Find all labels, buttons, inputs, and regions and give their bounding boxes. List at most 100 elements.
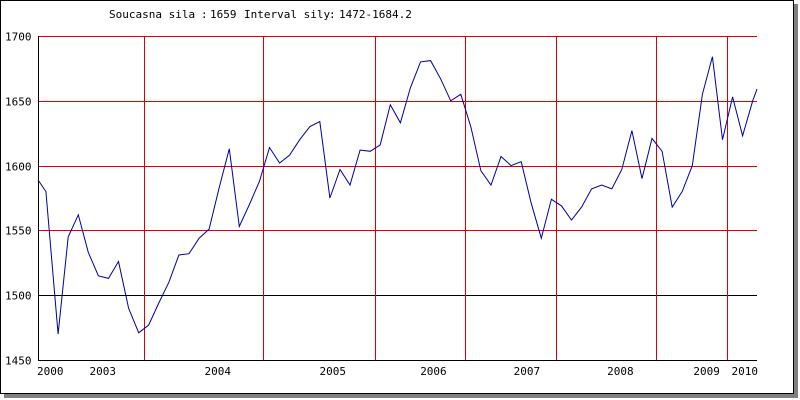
data-point (721, 138, 724, 141)
data-point (278, 162, 281, 165)
x-tick-label: 2010 (732, 365, 759, 378)
data-point (560, 204, 563, 207)
data-point (681, 190, 684, 193)
data-point (439, 77, 442, 80)
data-point (117, 260, 120, 263)
data-point (238, 225, 241, 228)
x-tick-label: 2005 (320, 365, 347, 378)
data-point (167, 281, 170, 284)
data-point (756, 88, 759, 91)
x-tick-label: 2003 (89, 365, 116, 378)
data-point (600, 184, 603, 187)
x-tick-label: 2008 (607, 365, 634, 378)
data-point (490, 184, 493, 187)
data-point (188, 252, 191, 255)
data-point (107, 277, 110, 280)
x-tick-label: 2000 (37, 365, 64, 378)
data-point (208, 228, 211, 231)
data-point (469, 125, 472, 128)
current-strength-value: 1659 (210, 8, 237, 21)
data-point (57, 333, 60, 336)
data-point (157, 302, 160, 305)
x-tick-label: 2009 (693, 365, 720, 378)
x-tick-label: 2004 (205, 365, 232, 378)
data-point (449, 99, 452, 102)
data-point (147, 324, 150, 327)
data-point (651, 137, 654, 140)
current-strength-label: Soucasna sila (109, 8, 195, 21)
data-point (671, 206, 674, 209)
data-point (127, 307, 130, 310)
data-point (288, 154, 291, 157)
data-point (87, 251, 90, 254)
data-point (570, 219, 573, 222)
y-tick-label: 1600 (5, 161, 32, 174)
data-point (479, 169, 482, 172)
data-point (137, 331, 140, 334)
data-point (500, 155, 503, 158)
data-point (741, 134, 744, 137)
data-point (97, 274, 100, 277)
data-point (177, 254, 180, 257)
data-point (590, 187, 593, 190)
data-point (258, 180, 261, 183)
data-point (429, 59, 432, 62)
data-point (419, 60, 422, 63)
data-point (389, 103, 392, 106)
data-point (540, 237, 543, 240)
data-point (399, 121, 402, 124)
tick-labels: 1450 1500 1550 1600 1650 1700 2000 2003 2004 2005… (5, 31, 758, 379)
data-point (228, 147, 231, 150)
axis-layer (38, 36, 757, 361)
data-point (459, 93, 462, 96)
data-point (661, 150, 664, 153)
data-point (751, 99, 754, 102)
data-point (641, 177, 644, 180)
data-point (44, 190, 47, 193)
data-point (530, 202, 533, 205)
data-point (369, 150, 372, 153)
data-point (77, 213, 80, 216)
data-point (37, 178, 40, 181)
data-point (328, 197, 331, 200)
data-point (620, 168, 623, 171)
data-point (359, 149, 362, 152)
data-point (298, 138, 301, 141)
data-point (580, 206, 583, 209)
interval-value: 1472-1684.2 (339, 8, 412, 21)
x-tick-label: 2006 (420, 365, 447, 378)
data-point (379, 143, 382, 146)
interval-separator: : (329, 8, 336, 21)
data-point (520, 160, 523, 163)
y-tick-label: 1550 (5, 225, 32, 238)
data-point (711, 55, 714, 58)
data-point (308, 125, 311, 128)
data-point (550, 198, 553, 201)
data-point (510, 164, 513, 167)
grid-layer (38, 36, 757, 360)
data-point (409, 86, 412, 89)
data-point (339, 168, 342, 171)
series-line (37, 56, 758, 335)
data-point (198, 237, 201, 240)
data-point (630, 129, 633, 132)
chart-window: Soucasna sila : 1659 Interval sily : 147… (0, 0, 794, 394)
data-point (67, 235, 70, 238)
line-chart: Soucasna sila : 1659 Interval sily : 147… (5, 8, 759, 379)
y-tick-label: 1700 (5, 31, 32, 44)
data-point (268, 146, 271, 149)
x-tick-label: 2007 (514, 365, 541, 378)
data-point (349, 184, 352, 187)
data-point (731, 95, 734, 98)
y-tick-label: 1450 (5, 355, 32, 368)
data-point (318, 120, 321, 123)
data-point (248, 203, 251, 206)
series-layer (37, 55, 759, 336)
current-strength-separator: : (201, 8, 208, 21)
y-tick-label: 1650 (5, 96, 32, 109)
data-point (691, 164, 694, 167)
interval-label: Interval sily (244, 8, 330, 21)
data-point (610, 187, 613, 190)
data-point (218, 186, 221, 189)
y-tick-label: 1500 (5, 290, 32, 303)
